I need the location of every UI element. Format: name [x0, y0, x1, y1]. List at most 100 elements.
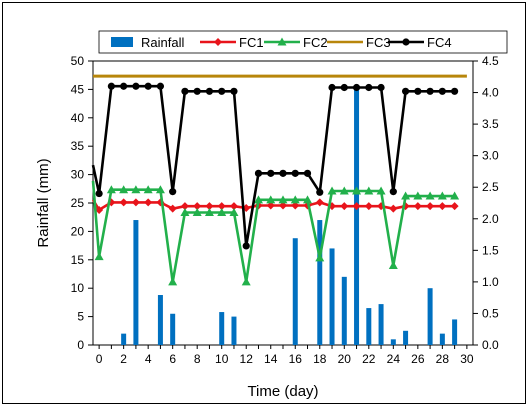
fc4-point: [451, 87, 459, 95]
fc1-point: [193, 202, 202, 211]
x-tick-label: 6: [169, 352, 176, 366]
fc2-point: [376, 186, 386, 195]
y-left-tick-label: 25: [71, 196, 85, 210]
fc2-point: [229, 207, 239, 216]
rainfall-bar: [219, 312, 225, 345]
y-right-tick-label: 1.0: [482, 275, 499, 289]
fc4-point: [120, 82, 128, 90]
fc4-point: [181, 87, 189, 95]
y-left-tick-label: 35: [71, 139, 85, 153]
fc4-point: [328, 83, 336, 92]
fc2-point: [192, 207, 202, 216]
x-tick-label: 28: [436, 352, 450, 366]
fc2-point: [253, 195, 263, 204]
fc2-point: [168, 277, 178, 286]
x-tick-label: 2: [120, 352, 127, 366]
legend-label-fc1: FC1: [239, 35, 264, 50]
fc2-point: [327, 186, 337, 195]
x-tick-label: 8: [194, 352, 201, 366]
rainfall-bar: [452, 319, 458, 345]
fc2-point: [155, 185, 165, 194]
rainfall-bar: [341, 276, 347, 345]
fc2-point: [143, 185, 153, 194]
fc1-point: [364, 202, 373, 211]
fc1-point: [413, 202, 422, 211]
fc1-point: [180, 202, 189, 211]
fc2-point: [401, 191, 411, 200]
fc1-point: [438, 202, 447, 211]
y-left-tick-label: 40: [71, 111, 85, 125]
fc2-point: [278, 195, 288, 204]
y-right-tick-label: 0.0: [482, 338, 499, 352]
fc4-point: [230, 87, 238, 95]
fc2-point: [241, 277, 251, 286]
fc1-point: [95, 205, 104, 214]
fc2-point: [437, 191, 447, 200]
fc2-point: [94, 252, 104, 261]
fc2-point: [266, 195, 276, 204]
fc4-point: [169, 188, 177, 196]
fc2-point: [364, 186, 374, 195]
fc1-point: [340, 202, 349, 211]
fc2-point: [339, 186, 349, 195]
fc1-point: [131, 198, 140, 207]
rainfall-bar: [157, 295, 163, 345]
y-right-tick-label: 1.5: [482, 243, 499, 257]
fc4-point: [401, 87, 410, 95]
fc2-point: [450, 191, 460, 200]
legend-swatch-rainfall: [111, 37, 133, 47]
fc2-point: [180, 207, 190, 216]
fc4-point: [438, 87, 446, 95]
rainfall-fc-chart: 051015202530354045500.00.51.01.52.02.53.…: [35, 30, 508, 400]
fc2-line: [91, 180, 455, 284]
fc4-point: [303, 169, 312, 177]
fc4-point: [291, 169, 299, 177]
fc4-point: [267, 169, 275, 177]
y-left-tick-label: 50: [71, 54, 85, 68]
rainfall-bar: [439, 333, 445, 345]
fc1-point: [450, 202, 459, 211]
x-tick-label: 26: [411, 352, 425, 366]
fc2-point: [303, 195, 313, 204]
fc4-point: [218, 87, 226, 95]
rainfall-bar: [366, 308, 372, 345]
y-right-tick-label: 3.0: [482, 149, 499, 163]
fc4-point: [365, 83, 373, 92]
x-tick-label: 30: [460, 352, 474, 366]
fc4-point: [279, 169, 287, 177]
rainfall-bar: [403, 330, 409, 345]
fc4-point: [352, 83, 361, 92]
fc4-point: [316, 188, 324, 196]
x-tick-label: 12: [240, 352, 254, 366]
x-tick-label: 22: [362, 352, 376, 366]
fc1-point: [389, 204, 398, 213]
rainfall-bar: [121, 333, 127, 345]
y-right-tick-label: 4.5: [482, 54, 499, 68]
y-right-tick-label: 2.0: [482, 212, 499, 226]
rainfall-bar: [390, 339, 396, 345]
y-left-tick-label: 45: [71, 82, 85, 96]
legend-marker-fc1: [214, 38, 222, 46]
legend-label-fc2: FC2: [303, 35, 328, 50]
fc1-point: [266, 201, 275, 210]
fc2-point: [119, 185, 129, 194]
y-right-tick-label: 4.0: [482, 86, 499, 100]
fc1-point: [217, 202, 226, 211]
fc4-point: [414, 87, 422, 95]
rainfall-bar: [133, 220, 139, 345]
fc4-point: [377, 83, 385, 92]
y-left-tick-label: 30: [71, 168, 85, 182]
fc1-point: [144, 198, 153, 207]
fc4-point: [132, 82, 140, 90]
fc2-point: [217, 207, 227, 216]
x-tick-label: 10: [215, 352, 229, 366]
x-tick-label: 16: [289, 352, 303, 366]
rainfall-bar: [170, 313, 176, 345]
fc1-point: [279, 201, 287, 210]
fc2-point: [290, 195, 300, 204]
x-tick-label: 18: [313, 352, 327, 366]
fc1-point: [229, 202, 238, 211]
rainfall-bar: [354, 89, 360, 346]
fc4-point: [389, 188, 397, 196]
legend-marker-fc4: [402, 38, 410, 46]
